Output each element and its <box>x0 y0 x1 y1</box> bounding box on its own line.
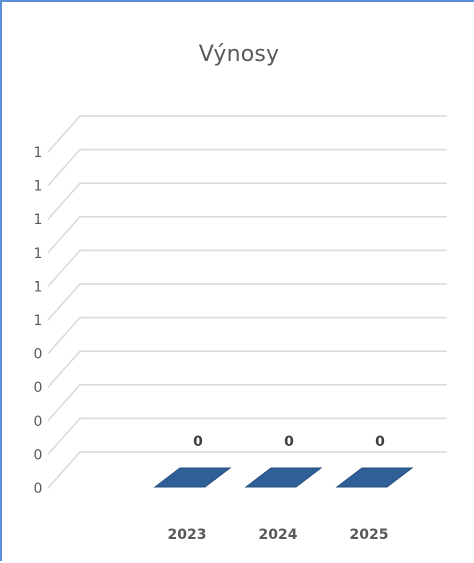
bar <box>244 467 323 488</box>
gridlines <box>47 115 447 489</box>
gridline <box>47 216 447 254</box>
gridline <box>47 115 447 153</box>
y-tick-label: 0 <box>34 447 43 463</box>
y-tick-label: 1 <box>34 279 43 295</box>
x-tick-label: 2025 <box>350 527 389 543</box>
gridline <box>47 182 447 220</box>
y-tick-label: 0 <box>34 414 43 430</box>
x-tick-label: 2023 <box>168 527 207 543</box>
y-tick-label: 1 <box>34 212 43 228</box>
y-tick-label: 0 <box>34 380 43 396</box>
data-label: 0 <box>375 434 385 450</box>
gridline <box>47 451 447 489</box>
data-label: 0 <box>284 434 294 450</box>
x-tick-label: 2024 <box>259 527 298 543</box>
y-tick-label: 0 <box>34 347 43 363</box>
y-tick-label: 1 <box>34 145 43 161</box>
y-tick-label: 1 <box>34 246 43 262</box>
y-axis-ticks: 0 0 0 0 0 1 1 1 1 1 1 <box>34 145 43 497</box>
data-label: 0 <box>193 434 203 450</box>
gridline <box>47 350 447 388</box>
gridline <box>47 384 447 422</box>
y-tick-label: 0 <box>34 481 43 497</box>
gridline <box>47 249 447 287</box>
y-tick-label: 1 <box>34 313 43 329</box>
bars: 0 2023 0 2024 0 2025 <box>153 434 414 543</box>
gridline <box>47 283 447 321</box>
gridline <box>47 417 447 455</box>
gridline <box>47 148 447 187</box>
bar <box>335 467 414 488</box>
bar <box>153 467 232 488</box>
chart-title: Výnosy <box>198 42 280 67</box>
y-tick-label: 1 <box>34 179 43 195</box>
gridline <box>47 316 447 355</box>
